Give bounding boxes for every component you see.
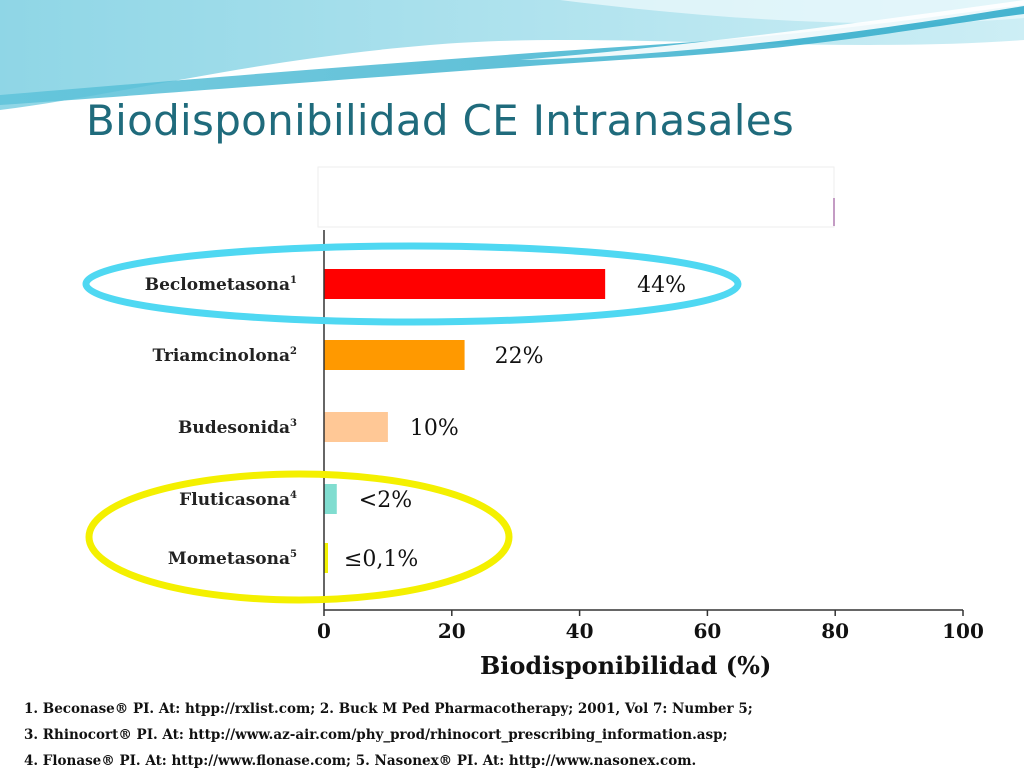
slide-title: Biodisponibilidad CE Intranasales	[86, 96, 795, 145]
highlight-ellipse-cyan	[82, 242, 742, 326]
references: 1. Beconase® PI. At: htpp://rxlist.com; …	[24, 696, 1014, 774]
category-label-fluticasona: Fluticasona4	[179, 490, 297, 510]
bar-beclometasona	[324, 269, 606, 299]
reference-line-3: 4. Flonase® PI. At: http://www.flonase.c…	[24, 753, 697, 769]
value-label-triamcinolona: 22%	[495, 344, 544, 369]
highlight-ellipse-yellow	[85, 470, 513, 604]
value-label-mometasona: ≤0,1%	[344, 547, 418, 572]
category-label-beclometasona: Beclometasona1	[145, 275, 297, 295]
x-tick-label: 80	[821, 619, 849, 643]
x-tick-label: 100	[942, 619, 984, 643]
x-tick-label: 20	[438, 619, 466, 643]
value-label-beclometasona: 44%	[637, 273, 686, 298]
value-label-budesonida: 10%	[410, 416, 459, 441]
reference-line-2: 3. Rhinocort® PI. At: http://www.az-air.…	[24, 727, 728, 743]
legend-placeholder-box	[317, 166, 835, 228]
x-axis-title: Biodisponibilidad (%)	[480, 651, 772, 680]
reference-line-1: 1. Beconase® PI. At: htpp://rxlist.com; …	[24, 701, 753, 717]
bar-mometasona	[324, 543, 328, 573]
x-tick-label: 60	[693, 619, 721, 643]
value-label-fluticasona: <2%	[359, 488, 412, 513]
category-label-budesonida: Budesonida3	[178, 418, 297, 438]
bar-triamcinolona	[324, 340, 465, 370]
x-tick-label: 40	[566, 619, 594, 643]
category-label-mometasona: Mometasona5	[168, 549, 297, 569]
x-tick-label: 0	[317, 619, 331, 643]
bar-budesonida	[324, 412, 388, 442]
category-label-triamcinolona: Triamcinolona2	[153, 346, 298, 366]
bar-fluticasona	[324, 484, 337, 514]
